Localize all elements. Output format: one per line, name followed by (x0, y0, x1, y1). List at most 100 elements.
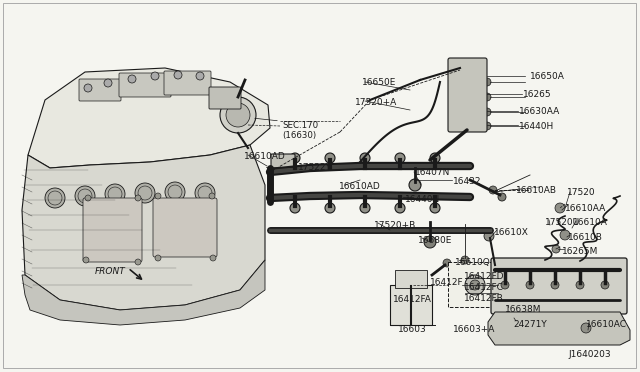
FancyBboxPatch shape (79, 79, 121, 101)
Text: 16610AC: 16610AC (586, 320, 627, 329)
Text: 17520+A: 17520+A (355, 98, 397, 107)
Text: 16630AA: 16630AA (519, 107, 560, 116)
Circle shape (483, 78, 491, 86)
Text: 16610X: 16610X (494, 228, 529, 237)
Text: 16610AA: 16610AA (565, 204, 606, 213)
Circle shape (128, 75, 136, 83)
Text: 16650A: 16650A (530, 72, 565, 81)
Circle shape (210, 255, 216, 261)
Circle shape (430, 203, 440, 213)
Text: J1640203: J1640203 (568, 350, 611, 359)
Circle shape (395, 153, 405, 163)
FancyBboxPatch shape (119, 73, 171, 97)
FancyBboxPatch shape (448, 262, 513, 307)
Circle shape (105, 184, 125, 204)
FancyBboxPatch shape (491, 258, 627, 314)
Text: 17520: 17520 (567, 188, 596, 197)
Circle shape (75, 186, 95, 206)
Text: 16638M: 16638M (505, 305, 541, 314)
Circle shape (560, 230, 570, 240)
Circle shape (526, 281, 534, 289)
Circle shape (135, 259, 141, 265)
Circle shape (165, 182, 185, 202)
Circle shape (195, 183, 215, 203)
FancyBboxPatch shape (395, 270, 427, 288)
Circle shape (290, 153, 300, 163)
Text: 16265: 16265 (523, 90, 552, 99)
Text: 16412F: 16412F (430, 278, 463, 287)
Circle shape (461, 256, 469, 264)
Text: 16610AD: 16610AD (244, 152, 285, 161)
Circle shape (395, 203, 405, 213)
Text: 16603+A: 16603+A (453, 325, 495, 334)
Text: 17522Y: 17522Y (298, 163, 332, 172)
Circle shape (465, 275, 485, 295)
Circle shape (174, 71, 182, 79)
Circle shape (551, 281, 559, 289)
Text: 16412FA: 16412FA (393, 295, 432, 304)
Circle shape (498, 193, 506, 201)
Text: 17520+B: 17520+B (374, 221, 416, 230)
Text: (16630): (16630) (282, 131, 316, 140)
Text: 16610AD: 16610AD (339, 182, 381, 191)
FancyBboxPatch shape (164, 71, 211, 95)
Circle shape (135, 195, 141, 201)
Circle shape (151, 72, 159, 80)
Circle shape (325, 203, 335, 213)
Circle shape (209, 193, 215, 199)
Circle shape (45, 188, 65, 208)
Circle shape (576, 281, 584, 289)
Circle shape (581, 323, 591, 333)
Text: 16610Q: 16610Q (455, 258, 491, 267)
Circle shape (196, 72, 204, 80)
Text: 16440H: 16440H (519, 122, 554, 131)
Text: 16440N: 16440N (405, 195, 440, 204)
Circle shape (220, 97, 256, 133)
FancyBboxPatch shape (390, 285, 432, 325)
Circle shape (430, 153, 440, 163)
Circle shape (443, 259, 451, 267)
Polygon shape (22, 260, 265, 325)
FancyBboxPatch shape (271, 154, 295, 170)
Text: FRONT: FRONT (95, 267, 125, 276)
Circle shape (409, 179, 421, 191)
Circle shape (483, 93, 491, 101)
Text: 24271Y: 24271Y (513, 320, 547, 329)
Circle shape (601, 281, 609, 289)
Polygon shape (488, 312, 630, 345)
Circle shape (424, 236, 436, 248)
Circle shape (83, 257, 89, 263)
Text: 16603: 16603 (398, 325, 427, 334)
Text: 16680E: 16680E (418, 236, 452, 245)
Text: 16265M: 16265M (562, 247, 598, 256)
Circle shape (226, 103, 250, 127)
Circle shape (325, 153, 335, 163)
Text: 16610A: 16610A (573, 218, 608, 227)
Circle shape (484, 231, 494, 241)
Circle shape (155, 193, 161, 199)
Circle shape (489, 186, 497, 194)
FancyBboxPatch shape (448, 58, 487, 132)
Circle shape (360, 203, 370, 213)
Circle shape (135, 183, 155, 203)
Circle shape (483, 122, 491, 130)
Text: 16412FC: 16412FC (464, 283, 504, 292)
Circle shape (360, 153, 370, 163)
Text: 16407N: 16407N (415, 168, 451, 177)
Text: 16412FD: 16412FD (464, 272, 504, 281)
Text: 16412FB: 16412FB (464, 294, 504, 303)
Polygon shape (28, 68, 270, 168)
Circle shape (470, 280, 480, 290)
Circle shape (501, 281, 509, 289)
Circle shape (290, 203, 300, 213)
Circle shape (155, 255, 161, 261)
Circle shape (555, 203, 565, 213)
Text: 16432: 16432 (453, 177, 481, 186)
FancyBboxPatch shape (209, 87, 241, 109)
Circle shape (84, 84, 92, 92)
Text: 16610AB: 16610AB (516, 186, 557, 195)
Circle shape (483, 108, 491, 116)
FancyBboxPatch shape (83, 198, 142, 262)
Text: 17520U: 17520U (545, 218, 580, 227)
Text: SEC.170: SEC.170 (282, 121, 318, 130)
